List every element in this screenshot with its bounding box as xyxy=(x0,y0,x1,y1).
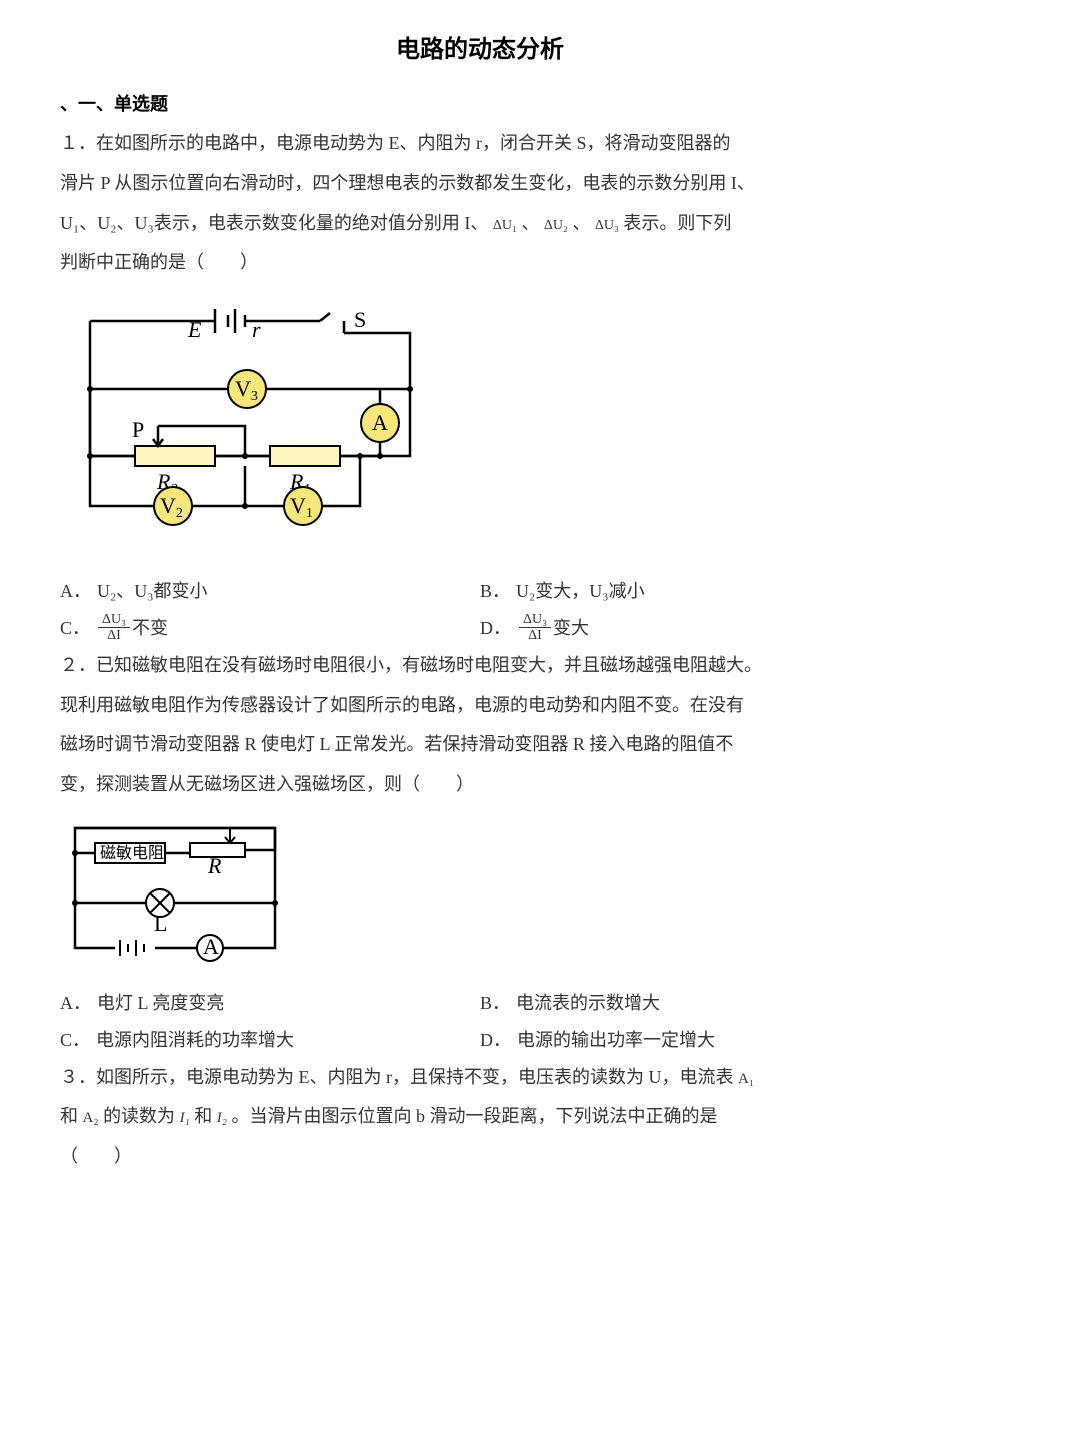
q2-stem-line3: 磁场时调节滑动变阻器 R 使电灯 L 正常发光。若保持滑动变阻器 R 接入电路的… xyxy=(60,725,900,765)
q1-options: A． U₂、U₃都变小 B． U₂变大，U₃减小 C． ΔU₃ΔI 不变 D． … xyxy=(60,573,900,646)
q1-option-b: B． U₂变大，U₃减小 xyxy=(480,573,900,609)
q2-stem-line1: ２．已知磁敏电阻在没有磁场时电阻很小，有磁场时电阻变大，并且磁场越强电阻越大。 xyxy=(60,646,900,686)
q2-stem-line2: 现利用磁敏电阻作为传感器设计了如图所示的电路，电源的电动势和内阻不变。在没有 xyxy=(60,686,900,726)
q2-stem-line4: 变，探测装置从无磁场区进入强磁场区，则（ ） xyxy=(60,765,900,805)
q1-option-a: A． U₂、U₃都变小 xyxy=(60,573,480,609)
q2-option-a: A．电灯 L 亮度变亮 xyxy=(60,985,480,1021)
q2-option-c: C．电源内阻消耗的功率增大 xyxy=(60,1022,480,1058)
q1-circuit-diagram: E r S V3 A R2 R1 P V2 V1 xyxy=(60,291,900,566)
q3-stem-line3: （ ） xyxy=(60,1137,900,1177)
q3-stem-line2: 和 A₂ 的读数为 I₁ 和 I₂ 。当滑片由图示位置向 b 滑动一段距离，下列… xyxy=(60,1097,900,1137)
svg-text:L: L xyxy=(154,911,167,936)
svg-text:S: S xyxy=(354,307,366,332)
svg-text:P: P xyxy=(132,417,144,442)
page-title: 电路的动态分析 xyxy=(60,24,900,77)
q2-options: A．电灯 L 亮度变亮 B．电流表的示数增大 C．电源内阻消耗的功率增大 D．电… xyxy=(60,985,900,1058)
q1-option-c: C． ΔU₃ΔI 不变 xyxy=(60,610,480,646)
svg-text:r: r xyxy=(252,317,261,342)
q1-option-d: D． ΔU₃ΔI 变大 xyxy=(480,610,900,646)
svg-text:磁敏电阻: 磁敏电阻 xyxy=(100,844,164,862)
svg-text:R: R xyxy=(207,853,222,878)
svg-text:A: A xyxy=(372,410,388,435)
svg-text:A: A xyxy=(203,934,219,959)
q3-stem-line1: ３．如图所示，电源电动势为 E、内阻为 r，且保持不变，电压表的读数为 U，电流… xyxy=(60,1058,900,1098)
q2-option-d: D．电源的输出功率一定增大 xyxy=(480,1022,900,1058)
q2-option-b: B．电流表的示数增大 xyxy=(480,985,900,1021)
svg-text:E: E xyxy=(187,317,202,342)
q1-stem-line3: U₁、U₂、U₃表示，电表示数变化量的绝对值分别用 I、 ΔU₁ 、 ΔU₂ 、… xyxy=(60,204,900,244)
q1-stem-line1: １．在如图所示的电路中，电源电动势为 E、内阻为 r，闭合开关 S，将滑动变阻器… xyxy=(60,124,900,164)
q1-stem-line4: 判断中正确的是（ ） xyxy=(60,243,900,283)
section-header: 、一、单选题 xyxy=(60,85,900,125)
q1-stem-line2: 滑片 P 从图示位置向右滑动时，四个理想电表的示数都发生变化，电表的示数分别用 … xyxy=(60,164,900,204)
q2-circuit-diagram: 磁敏电阻 R L A xyxy=(60,813,900,978)
